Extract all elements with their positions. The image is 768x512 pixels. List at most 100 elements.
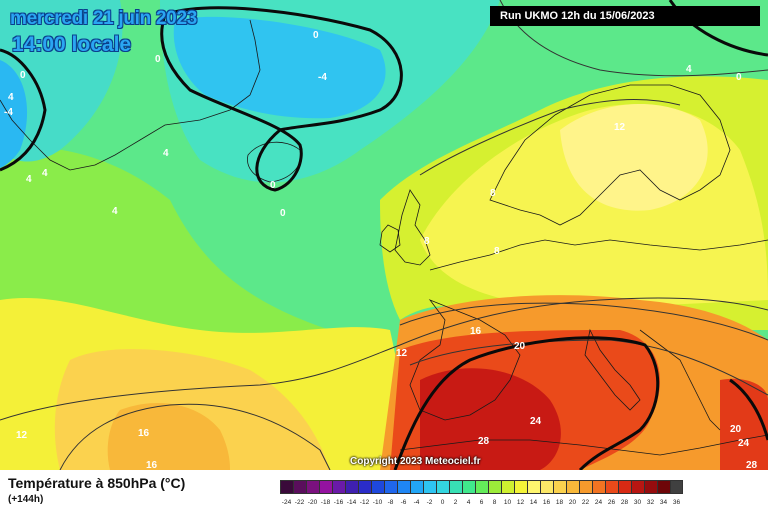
contour-label: 0 bbox=[270, 180, 276, 191]
isotherm-12 bbox=[0, 297, 768, 421]
scale-swatch bbox=[566, 480, 579, 494]
field-darkred-east bbox=[720, 378, 768, 470]
scale-value-label: -20 bbox=[307, 499, 318, 506]
scale-value-label: -6 bbox=[400, 499, 407, 506]
scale-value-label: -4 bbox=[413, 499, 420, 506]
scale-value-label: 18 bbox=[555, 499, 564, 506]
scale-value-label: 20 bbox=[568, 499, 577, 506]
scale-swatch bbox=[332, 480, 345, 494]
scale-value-label: -10 bbox=[372, 499, 383, 506]
scale-value-label: 12 bbox=[516, 499, 525, 506]
scale-value-label: 6 bbox=[479, 499, 484, 506]
contour-label: 8 bbox=[494, 246, 500, 257]
contour-label: 4 bbox=[686, 64, 692, 75]
contour-label: 16 bbox=[138, 428, 150, 439]
temperature-map: 0 0 0 4 -4 -4 0 0 4 0 4 4 4 4 12 8 8 8 1… bbox=[0, 0, 768, 470]
color-scale bbox=[280, 480, 683, 494]
scale-value-label: 0 bbox=[440, 499, 445, 506]
scale-swatch bbox=[449, 480, 462, 494]
scale-swatch bbox=[384, 480, 397, 494]
scale-swatch bbox=[475, 480, 488, 494]
scale-swatch bbox=[657, 480, 670, 494]
scale-swatch bbox=[592, 480, 605, 494]
scale-value-label: 30 bbox=[633, 499, 642, 506]
coast-scandinavia bbox=[489, 84, 731, 226]
scale-value-label: 34 bbox=[659, 499, 668, 506]
coast-italy bbox=[584, 328, 641, 411]
scale-swatch bbox=[436, 480, 449, 494]
scale-value-label: -2 bbox=[426, 499, 433, 506]
scale-value-label: -14 bbox=[346, 499, 357, 506]
scale-value-label: 10 bbox=[503, 499, 512, 506]
scale-swatch bbox=[280, 480, 293, 494]
contour-label: 16 bbox=[470, 326, 482, 337]
contour-label: 8 bbox=[490, 188, 496, 199]
scale-swatch bbox=[345, 480, 358, 494]
scale-value-label: 2 bbox=[453, 499, 458, 506]
contour-label: 4 bbox=[26, 174, 32, 185]
field-lightyellow-scandinavia bbox=[560, 103, 708, 211]
coast-iceland bbox=[247, 141, 302, 183]
scale-value-label: -18 bbox=[320, 499, 331, 506]
contour-label: 12 bbox=[614, 122, 626, 133]
scale-value-label: -12 bbox=[359, 499, 370, 506]
contour-label: 4 bbox=[163, 148, 169, 159]
field-darkred-iberia bbox=[420, 368, 561, 470]
scale-swatch bbox=[306, 480, 319, 494]
scale-swatch bbox=[371, 480, 384, 494]
scale-value-label: 16 bbox=[542, 499, 551, 506]
scale-swatch bbox=[579, 480, 592, 494]
contour-label: 28 bbox=[746, 460, 758, 470]
scale-value-label: 24 bbox=[594, 499, 603, 506]
scale-swatch bbox=[397, 480, 410, 494]
contour-label: -4 bbox=[318, 72, 327, 83]
scale-value-label: 32 bbox=[646, 499, 655, 506]
cold-core-greenland bbox=[0, 60, 28, 168]
coast-ireland bbox=[379, 224, 401, 253]
contour-label: 4 bbox=[8, 92, 14, 103]
contour-label: 4 bbox=[112, 206, 118, 217]
scale-swatch bbox=[644, 480, 657, 494]
isotherm-8-europe bbox=[419, 99, 681, 176]
contour-label: 16 bbox=[146, 460, 158, 470]
scale-value-label: 14 bbox=[529, 499, 538, 506]
coast-greenland bbox=[0, 19, 261, 171]
coast-north-africa bbox=[399, 434, 768, 456]
contour-labels: 0 0 0 4 -4 -4 0 0 4 0 4 4 4 4 12 8 8 8 1… bbox=[4, 30, 758, 470]
isotherm-4-north bbox=[499, 0, 768, 77]
field-darkorange-atlantic bbox=[107, 402, 230, 470]
scale-value-label: 26 bbox=[607, 499, 616, 506]
contour-label: 24 bbox=[738, 438, 750, 449]
contour-label: 20 bbox=[730, 424, 742, 435]
model-run-info: Run UKMO 12h du 15/06/2023 bbox=[490, 6, 760, 26]
scale-swatch bbox=[514, 480, 527, 494]
scale-swatch bbox=[631, 480, 644, 494]
scale-value-label: -8 bbox=[387, 499, 394, 506]
scale-swatch bbox=[319, 480, 332, 494]
isotherm-24-east bbox=[729, 378, 768, 441]
coast-iberia bbox=[409, 299, 521, 421]
color-scale-labels: -24 -22 -20 -18 -16 -14 -12 -10 -8 -6 -4 -2 0 2 4 6 8 10 1… bbox=[280, 499, 683, 506]
scale-swatch bbox=[358, 480, 371, 494]
isotherm-20 bbox=[409, 339, 768, 396]
scale-swatch bbox=[553, 480, 566, 494]
scale-value-label: 36 bbox=[672, 499, 681, 506]
contour-label: 0 bbox=[280, 208, 286, 219]
contour-label: 8 bbox=[424, 236, 430, 247]
scale-value-label: 28 bbox=[620, 499, 629, 506]
isotherm-0-iceland bbox=[160, 6, 403, 192]
contour-label: 12 bbox=[396, 348, 408, 359]
cold-core-iceland bbox=[173, 16, 386, 119]
scale-value-label: -22 bbox=[294, 499, 305, 506]
forecast-date: mercredi 21 juin 2023 bbox=[10, 8, 197, 29]
contour-label: 28 bbox=[478, 436, 490, 447]
coast-britain bbox=[394, 189, 431, 266]
scale-value-label: 8 bbox=[492, 499, 497, 506]
scale-swatch bbox=[501, 480, 514, 494]
scale-value-label: 22 bbox=[581, 499, 590, 506]
contour-label: 12 bbox=[16, 430, 28, 441]
scale-swatch bbox=[423, 480, 436, 494]
coast-balkans bbox=[639, 329, 721, 431]
isotherm-0-greenland bbox=[0, 48, 47, 172]
isotherms bbox=[0, 0, 768, 470]
